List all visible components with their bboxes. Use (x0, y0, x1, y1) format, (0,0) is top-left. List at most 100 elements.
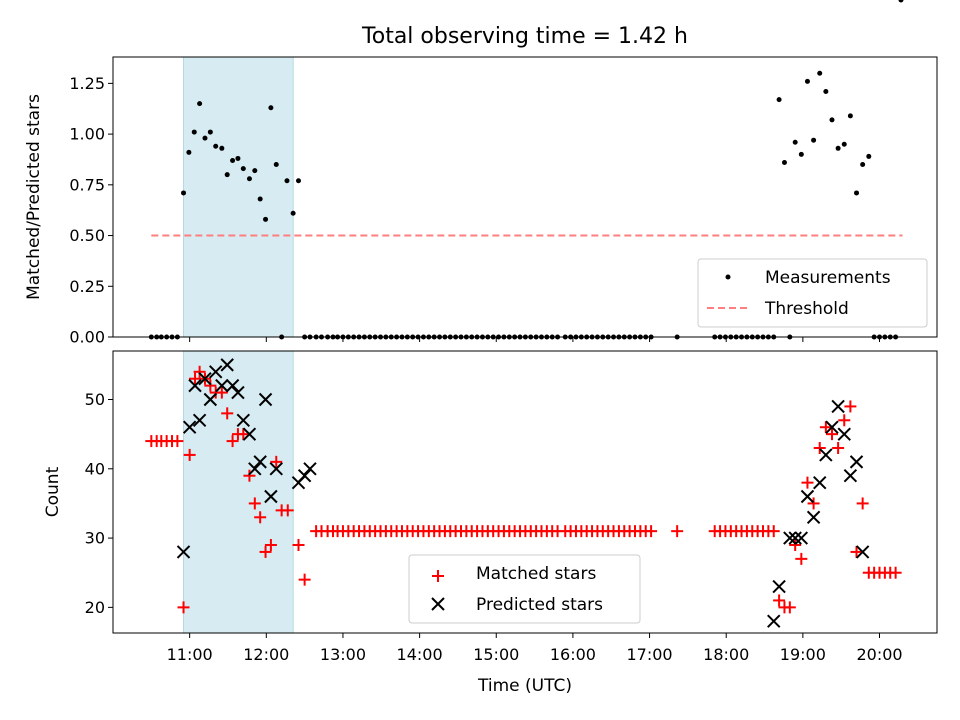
predicted-star-point (192, 413, 207, 427)
measurement-point (817, 70, 823, 76)
matched-star-point (850, 545, 863, 558)
matched-star-point (183, 448, 196, 461)
matched-star-point (832, 442, 845, 455)
matched-star-point (237, 428, 250, 441)
predicted-star-point (825, 420, 839, 434)
matched-star-point (773, 594, 786, 607)
predicted-star-point (236, 413, 251, 427)
y-tick-label: 20 (85, 598, 105, 617)
predicted-star-point (813, 475, 827, 490)
matched-star-point (254, 511, 267, 524)
measurement-point (207, 129, 213, 135)
x-tick-label: 19:00 (780, 645, 826, 664)
measurement-point (202, 135, 208, 141)
x-tick-label: 14:00 (397, 645, 443, 664)
predicted-star-point (783, 531, 797, 545)
y-tick-label: 1.25 (69, 74, 105, 93)
matched-star-point (856, 497, 869, 510)
x-tick-label: 16:00 (550, 645, 596, 664)
predicted-star-point (209, 365, 223, 379)
matched-star-point (298, 573, 311, 586)
measurement-point (295, 178, 301, 184)
predicted-star-point (225, 378, 240, 393)
predicted-star-point (220, 358, 234, 372)
matched-star-point (671, 525, 684, 538)
matched-star-point (221, 407, 234, 420)
measurement-point (860, 162, 866, 168)
measurement-point (847, 113, 853, 119)
measurement-point (811, 137, 817, 143)
predicted-star-point (203, 392, 218, 407)
legend-matched-marker (432, 570, 444, 582)
measurement-point (781, 160, 787, 166)
predicted-star-point (248, 462, 262, 476)
matched-star-point (292, 539, 305, 552)
matched-star-point (177, 601, 190, 614)
matched-star-point (259, 545, 272, 558)
y-tick-label: 30 (85, 529, 105, 548)
measurement-point (835, 145, 841, 151)
matched-star-point (226, 435, 239, 448)
x-tick-label: 15:00 (473, 645, 519, 664)
matched-star-point (264, 539, 277, 552)
matched-star-point (889, 566, 902, 579)
measurement-point (257, 196, 263, 202)
matched-star-point (645, 525, 658, 538)
measurement-point (252, 168, 258, 174)
y-tick-label: 0.25 (69, 277, 105, 296)
matched-star-point (807, 497, 820, 510)
matched-star-point (838, 414, 851, 427)
measurement-point (829, 117, 835, 123)
measurement-point (823, 88, 829, 94)
y-tick-label: 40 (85, 459, 105, 478)
measurement-point (213, 143, 219, 149)
measurement-point (841, 141, 847, 147)
matched-star-point (813, 442, 826, 455)
matched-star-point (825, 428, 838, 441)
predicted-star-point (849, 455, 864, 469)
ratio-legend: Measurements Threshold (697, 258, 928, 328)
predicted-star-point (215, 378, 229, 393)
predicted-star-point (767, 614, 781, 628)
predicted-star-point (819, 448, 833, 462)
panel-counts-frame (112, 350, 938, 634)
measurement-point (898, 0, 904, 3)
measurement-point (240, 166, 246, 172)
x-tick-label: 12:00 (243, 645, 289, 664)
y-tick-label: 0.75 (69, 175, 105, 194)
counts-legend: Matched stars Predicted stars (408, 554, 641, 624)
y-tick-label: 0.00 (69, 328, 105, 347)
y-tick-label: 50 (85, 390, 105, 409)
measurement-point (230, 157, 236, 163)
predicted-star-point (303, 462, 317, 476)
matched-star-point (767, 525, 780, 538)
predicted-star-point (188, 378, 202, 393)
matched-star-point (783, 601, 796, 614)
legend-measurements-marker (725, 274, 731, 280)
measurement-point (290, 210, 296, 216)
predicted-star-point (253, 455, 267, 469)
predicted-star-point (258, 392, 273, 407)
measurement-point (798, 151, 804, 157)
panel-counts: 20 30 40 50 11:00 12:00 13:00 14:00 15:00 16:00 17… (43, 350, 938, 696)
x-tick-label: 13:00 (320, 645, 366, 664)
predicted-star-point (800, 489, 815, 504)
predicted-star-point (794, 531, 809, 545)
measurement-point (776, 97, 782, 103)
matched-star-point (801, 476, 814, 489)
measurement-point (224, 172, 230, 178)
y-tick-label: 0.50 (69, 226, 105, 245)
legend-measurements-label: Measurements (765, 268, 891, 288)
measurement-point (191, 129, 197, 135)
matched-star-point (243, 469, 256, 482)
matched-star-point (795, 552, 808, 565)
predicted-star-point (772, 579, 786, 594)
measurement-point (219, 145, 225, 151)
predicted-star-point (264, 489, 278, 504)
chart-title: Total observing time = 1.42 h (361, 24, 688, 49)
matched-star-point (281, 504, 294, 517)
predicted-star-point (837, 427, 851, 441)
predicted-star-point (831, 399, 845, 414)
predicted-star-point (806, 510, 821, 524)
legend-predicted-marker (431, 597, 445, 611)
